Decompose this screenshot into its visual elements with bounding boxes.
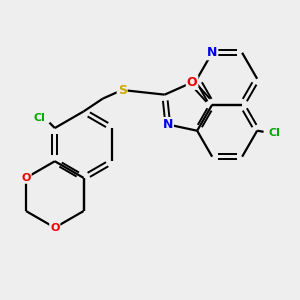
Text: O: O: [21, 173, 31, 183]
Text: O: O: [50, 223, 59, 233]
Text: Cl: Cl: [34, 113, 46, 123]
Text: N: N: [207, 46, 217, 59]
Text: O: O: [187, 76, 197, 89]
Text: Cl: Cl: [268, 128, 280, 138]
Text: N: N: [163, 118, 173, 131]
Text: S: S: [118, 83, 127, 97]
